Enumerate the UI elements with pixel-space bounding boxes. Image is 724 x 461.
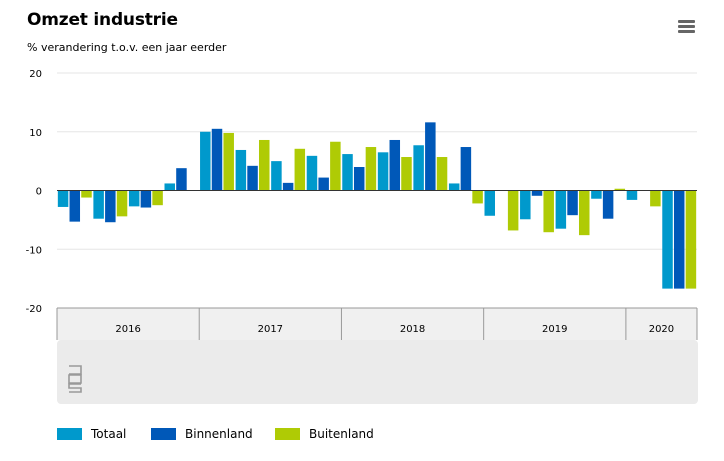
bar-totaal-15[interactable] bbox=[591, 190, 602, 199]
page-title: Omzet industrie bbox=[27, 10, 178, 30]
bar-buitenland-10[interactable] bbox=[436, 157, 448, 191]
bar-buitenland-1[interactable] bbox=[116, 190, 128, 217]
bar-binnenland-13[interactable] bbox=[531, 190, 543, 196]
bar-binnenland-9[interactable] bbox=[389, 139, 401, 191]
bar-totaal-6[interactable] bbox=[271, 161, 282, 191]
chart-subtitle: % verandering t.o.v. een jaar eerder bbox=[27, 41, 227, 54]
bar-buitenland-13[interactable] bbox=[543, 190, 554, 233]
y-tick-label: -20 bbox=[26, 304, 42, 315]
bar-totaal-17[interactable] bbox=[662, 190, 673, 289]
bar-buitenland-5[interactable] bbox=[259, 139, 270, 191]
bar-buitenland-7[interactable] bbox=[330, 141, 341, 191]
bar-totaal-13[interactable] bbox=[520, 190, 531, 220]
bar-totaal-4[interactable] bbox=[200, 131, 211, 191]
bar-binnenland-2[interactable] bbox=[140, 190, 152, 208]
bar-binnenland-11[interactable] bbox=[460, 147, 472, 191]
y-tick-label: 10 bbox=[29, 128, 42, 139]
bar-buitenland-9[interactable] bbox=[401, 157, 412, 191]
bar-totaal-16[interactable] bbox=[626, 190, 638, 200]
legend-label-buitenland: Buitenland bbox=[309, 427, 374, 441]
bar-buitenland-15[interactable] bbox=[614, 188, 626, 191]
bar-binnenland-1[interactable] bbox=[105, 190, 116, 223]
legend-item-binnenland[interactable]: Binnenland bbox=[151, 427, 253, 441]
bar-binnenland-4[interactable] bbox=[211, 128, 223, 191]
bar-binnenland-17[interactable] bbox=[673, 190, 685, 289]
bars bbox=[57, 122, 697, 289]
x-axis-band bbox=[57, 308, 697, 340]
x-tick-label-2020: 2020 bbox=[649, 324, 674, 335]
legend-item-totaal[interactable]: Totaal bbox=[57, 427, 126, 441]
bar-buitenland-17[interactable] bbox=[685, 190, 697, 289]
bar-totaal-2[interactable] bbox=[128, 190, 140, 207]
x-tick-label-2016: 2016 bbox=[115, 324, 140, 335]
bar-buitenland-11[interactable] bbox=[472, 190, 483, 204]
bar-binnenland-10[interactable] bbox=[425, 122, 436, 191]
y-tick-label: 0 bbox=[36, 187, 42, 198]
legend-label-binnenland: Binnenland bbox=[185, 427, 253, 441]
bar-totaal-8[interactable] bbox=[342, 154, 353, 191]
bar-buitenland-0[interactable] bbox=[81, 190, 92, 198]
bar-totaal-10[interactable] bbox=[413, 145, 424, 191]
bar-totaal-9[interactable] bbox=[377, 152, 389, 191]
hamburger-menu-icon[interactable] bbox=[678, 20, 695, 34]
cbs-logo-icon bbox=[68, 365, 82, 393]
bar-buitenland-2[interactable] bbox=[152, 190, 163, 206]
bar-buitenland-12[interactable] bbox=[507, 190, 519, 231]
bar-buitenland-6[interactable] bbox=[294, 148, 306, 191]
x-tick-labels: 2016 2017 2018 2019 2020 bbox=[56, 308, 698, 340]
grid-lines bbox=[57, 72, 697, 250]
bar-buitenland-16[interactable] bbox=[650, 190, 661, 207]
legend-swatch-binnenland bbox=[151, 428, 176, 440]
y-tick-label: -10 bbox=[26, 245, 42, 256]
bar-buitenland-4[interactable] bbox=[223, 132, 234, 191]
y-tick-label: 20 bbox=[29, 69, 42, 80]
x-tick-label-2019: 2019 bbox=[542, 324, 567, 335]
bar-totaal-0[interactable] bbox=[57, 190, 69, 207]
bar-totaal-7[interactable] bbox=[306, 155, 318, 191]
bar-binnenland-15[interactable] bbox=[602, 190, 614, 219]
source-panel bbox=[57, 340, 698, 404]
bar-binnenland-0[interactable] bbox=[69, 190, 81, 222]
x-axis bbox=[57, 307, 697, 340]
bar-binnenland-7[interactable] bbox=[318, 177, 329, 191]
legend-label-totaal: Totaal bbox=[91, 427, 127, 441]
bar-totaal-5[interactable] bbox=[235, 149, 247, 191]
bar-totaal-11[interactable] bbox=[448, 183, 460, 191]
legend-swatch-totaal bbox=[57, 428, 82, 440]
y-tick-labels: 20 10 0 -10 -20 bbox=[26, 69, 42, 315]
x-tick-label-2017: 2017 bbox=[258, 324, 283, 335]
bar-totaal-14[interactable] bbox=[555, 190, 567, 229]
bar-buitenland-8[interactable] bbox=[365, 147, 377, 191]
bar-binnenland-8[interactable] bbox=[353, 167, 365, 191]
bar-totaal-1[interactable] bbox=[93, 190, 104, 219]
bar-binnenland-14[interactable] bbox=[567, 190, 578, 216]
bar-totaal-12[interactable] bbox=[484, 190, 495, 216]
bar-binnenland-3[interactable] bbox=[176, 168, 187, 191]
bar-totaal-3[interactable] bbox=[164, 183, 175, 191]
bar-binnenland-5[interactable] bbox=[247, 165, 258, 191]
legend-swatch-buitenland bbox=[275, 428, 300, 440]
bar-buitenland-14[interactable] bbox=[579, 190, 590, 236]
legend-item-buitenland[interactable]: Buitenland bbox=[275, 427, 374, 441]
bar-binnenland-6[interactable] bbox=[282, 182, 294, 191]
source-panel-bg bbox=[57, 340, 698, 404]
x-tick-label-2018: 2018 bbox=[400, 324, 425, 335]
